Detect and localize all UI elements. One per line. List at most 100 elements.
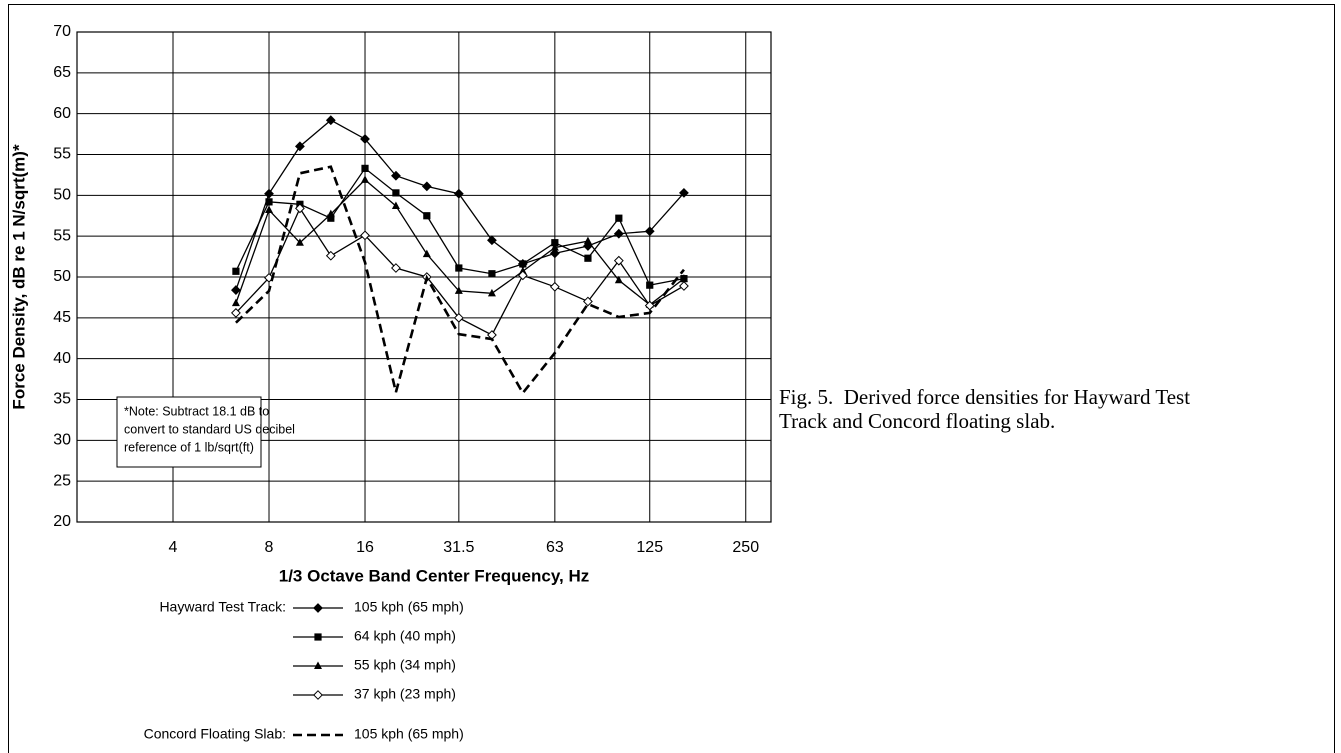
point — [360, 134, 370, 144]
point — [422, 249, 431, 258]
point — [519, 260, 527, 268]
point — [325, 115, 336, 126]
point — [487, 235, 497, 246]
y-tick-label: 35 — [53, 391, 71, 408]
point — [583, 236, 592, 245]
point — [517, 270, 528, 281]
point — [391, 170, 401, 181]
x-tick-label: 16 — [356, 539, 374, 556]
point — [646, 281, 654, 289]
point — [232, 267, 240, 275]
legend-label: 55 kph (34 mph) — [354, 657, 456, 673]
point — [231, 298, 240, 307]
point — [295, 238, 304, 246]
point — [391, 201, 400, 209]
series — [231, 203, 689, 340]
y-tick-label: 55 — [53, 146, 71, 163]
point — [453, 312, 464, 323]
point — [613, 228, 624, 239]
point — [392, 189, 400, 197]
point — [325, 250, 336, 261]
legend-marker — [313, 690, 323, 700]
y-tick-label: 25 — [53, 472, 71, 489]
note-text: convert to standard US decibel — [124, 422, 295, 436]
y-tick-label: 60 — [53, 105, 71, 122]
legend-label: 105 kph (65 mph) — [354, 599, 464, 615]
point — [487, 288, 496, 297]
point — [453, 188, 464, 199]
x-tick-label: 4 — [169, 539, 178, 556]
point — [679, 281, 689, 291]
point — [455, 264, 463, 272]
point — [613, 255, 624, 266]
point — [550, 243, 559, 251]
legend-group-label: Hayward Test Track: — [159, 599, 286, 615]
point — [679, 274, 688, 282]
point — [614, 275, 623, 284]
caption: Track and Concord floating slab. — [779, 409, 1055, 433]
x-tick-label: 31.5 — [443, 539, 474, 556]
legend-marker — [314, 633, 322, 641]
x-tick-label: 63 — [546, 539, 564, 556]
y-tick-label: 20 — [53, 513, 71, 530]
point — [679, 187, 689, 198]
series-line — [235, 178, 685, 306]
y-tick-label: 45 — [53, 309, 71, 326]
point — [583, 296, 593, 307]
x-tick-label: 8 — [265, 539, 274, 556]
point — [327, 214, 335, 222]
point — [295, 141, 305, 152]
point — [454, 286, 463, 294]
y-tick-label: 40 — [53, 350, 71, 367]
point — [423, 212, 431, 220]
point — [488, 270, 496, 278]
point — [551, 239, 559, 247]
legend-label: 105 kph (65 mph) — [354, 726, 464, 742]
series — [231, 175, 688, 308]
y-tick-label: 50 — [53, 268, 71, 285]
series-line — [235, 165, 685, 396]
plot-border — [76, 31, 772, 523]
y-tick-label: 55 — [53, 227, 71, 244]
x-axis-title: 1/3 Octave Band Center Frequency, Hz — [279, 566, 590, 585]
point — [644, 226, 655, 237]
point — [231, 308, 241, 318]
y-tick-label: 50 — [53, 187, 71, 204]
point — [549, 248, 560, 259]
point — [361, 175, 370, 183]
point — [265, 205, 274, 214]
point — [231, 285, 241, 295]
legend-marker — [314, 661, 322, 669]
point — [391, 263, 401, 273]
point — [360, 230, 370, 241]
x-tick-label: 250 — [732, 539, 759, 556]
point — [584, 254, 592, 262]
legend-group-label: Concord Floating Slab: — [144, 726, 286, 742]
legend-marker — [313, 603, 323, 613]
legend-label: 37 kph (23 mph) — [354, 686, 456, 702]
point — [264, 188, 274, 199]
legend-label: 64 kph (40 mph) — [354, 628, 456, 644]
point — [644, 300, 655, 311]
y-tick-label: 70 — [53, 23, 71, 40]
point — [361, 164, 369, 172]
point — [265, 198, 273, 206]
series — [232, 164, 688, 289]
frame — [8, 4, 1335, 753]
note-text: reference of 1 lb/sqrt(ft) — [124, 440, 254, 454]
y-axis-title: Force Density, dB re 1 N/sqrt(m)* — [9, 144, 28, 410]
point — [326, 209, 335, 218]
point — [421, 181, 432, 192]
note-text: *Note: Subtract 18.1 dB to — [124, 404, 269, 418]
x-tick-label: 125 — [636, 539, 663, 556]
point — [549, 281, 560, 292]
note-box — [116, 396, 262, 468]
y-tick-label: 30 — [53, 432, 71, 449]
y-tick-label: 65 — [53, 64, 71, 81]
point — [615, 214, 623, 222]
point — [295, 203, 305, 214]
series — [235, 165, 685, 396]
caption: Fig. 5. Derived force densities for Hayw… — [779, 385, 1190, 409]
